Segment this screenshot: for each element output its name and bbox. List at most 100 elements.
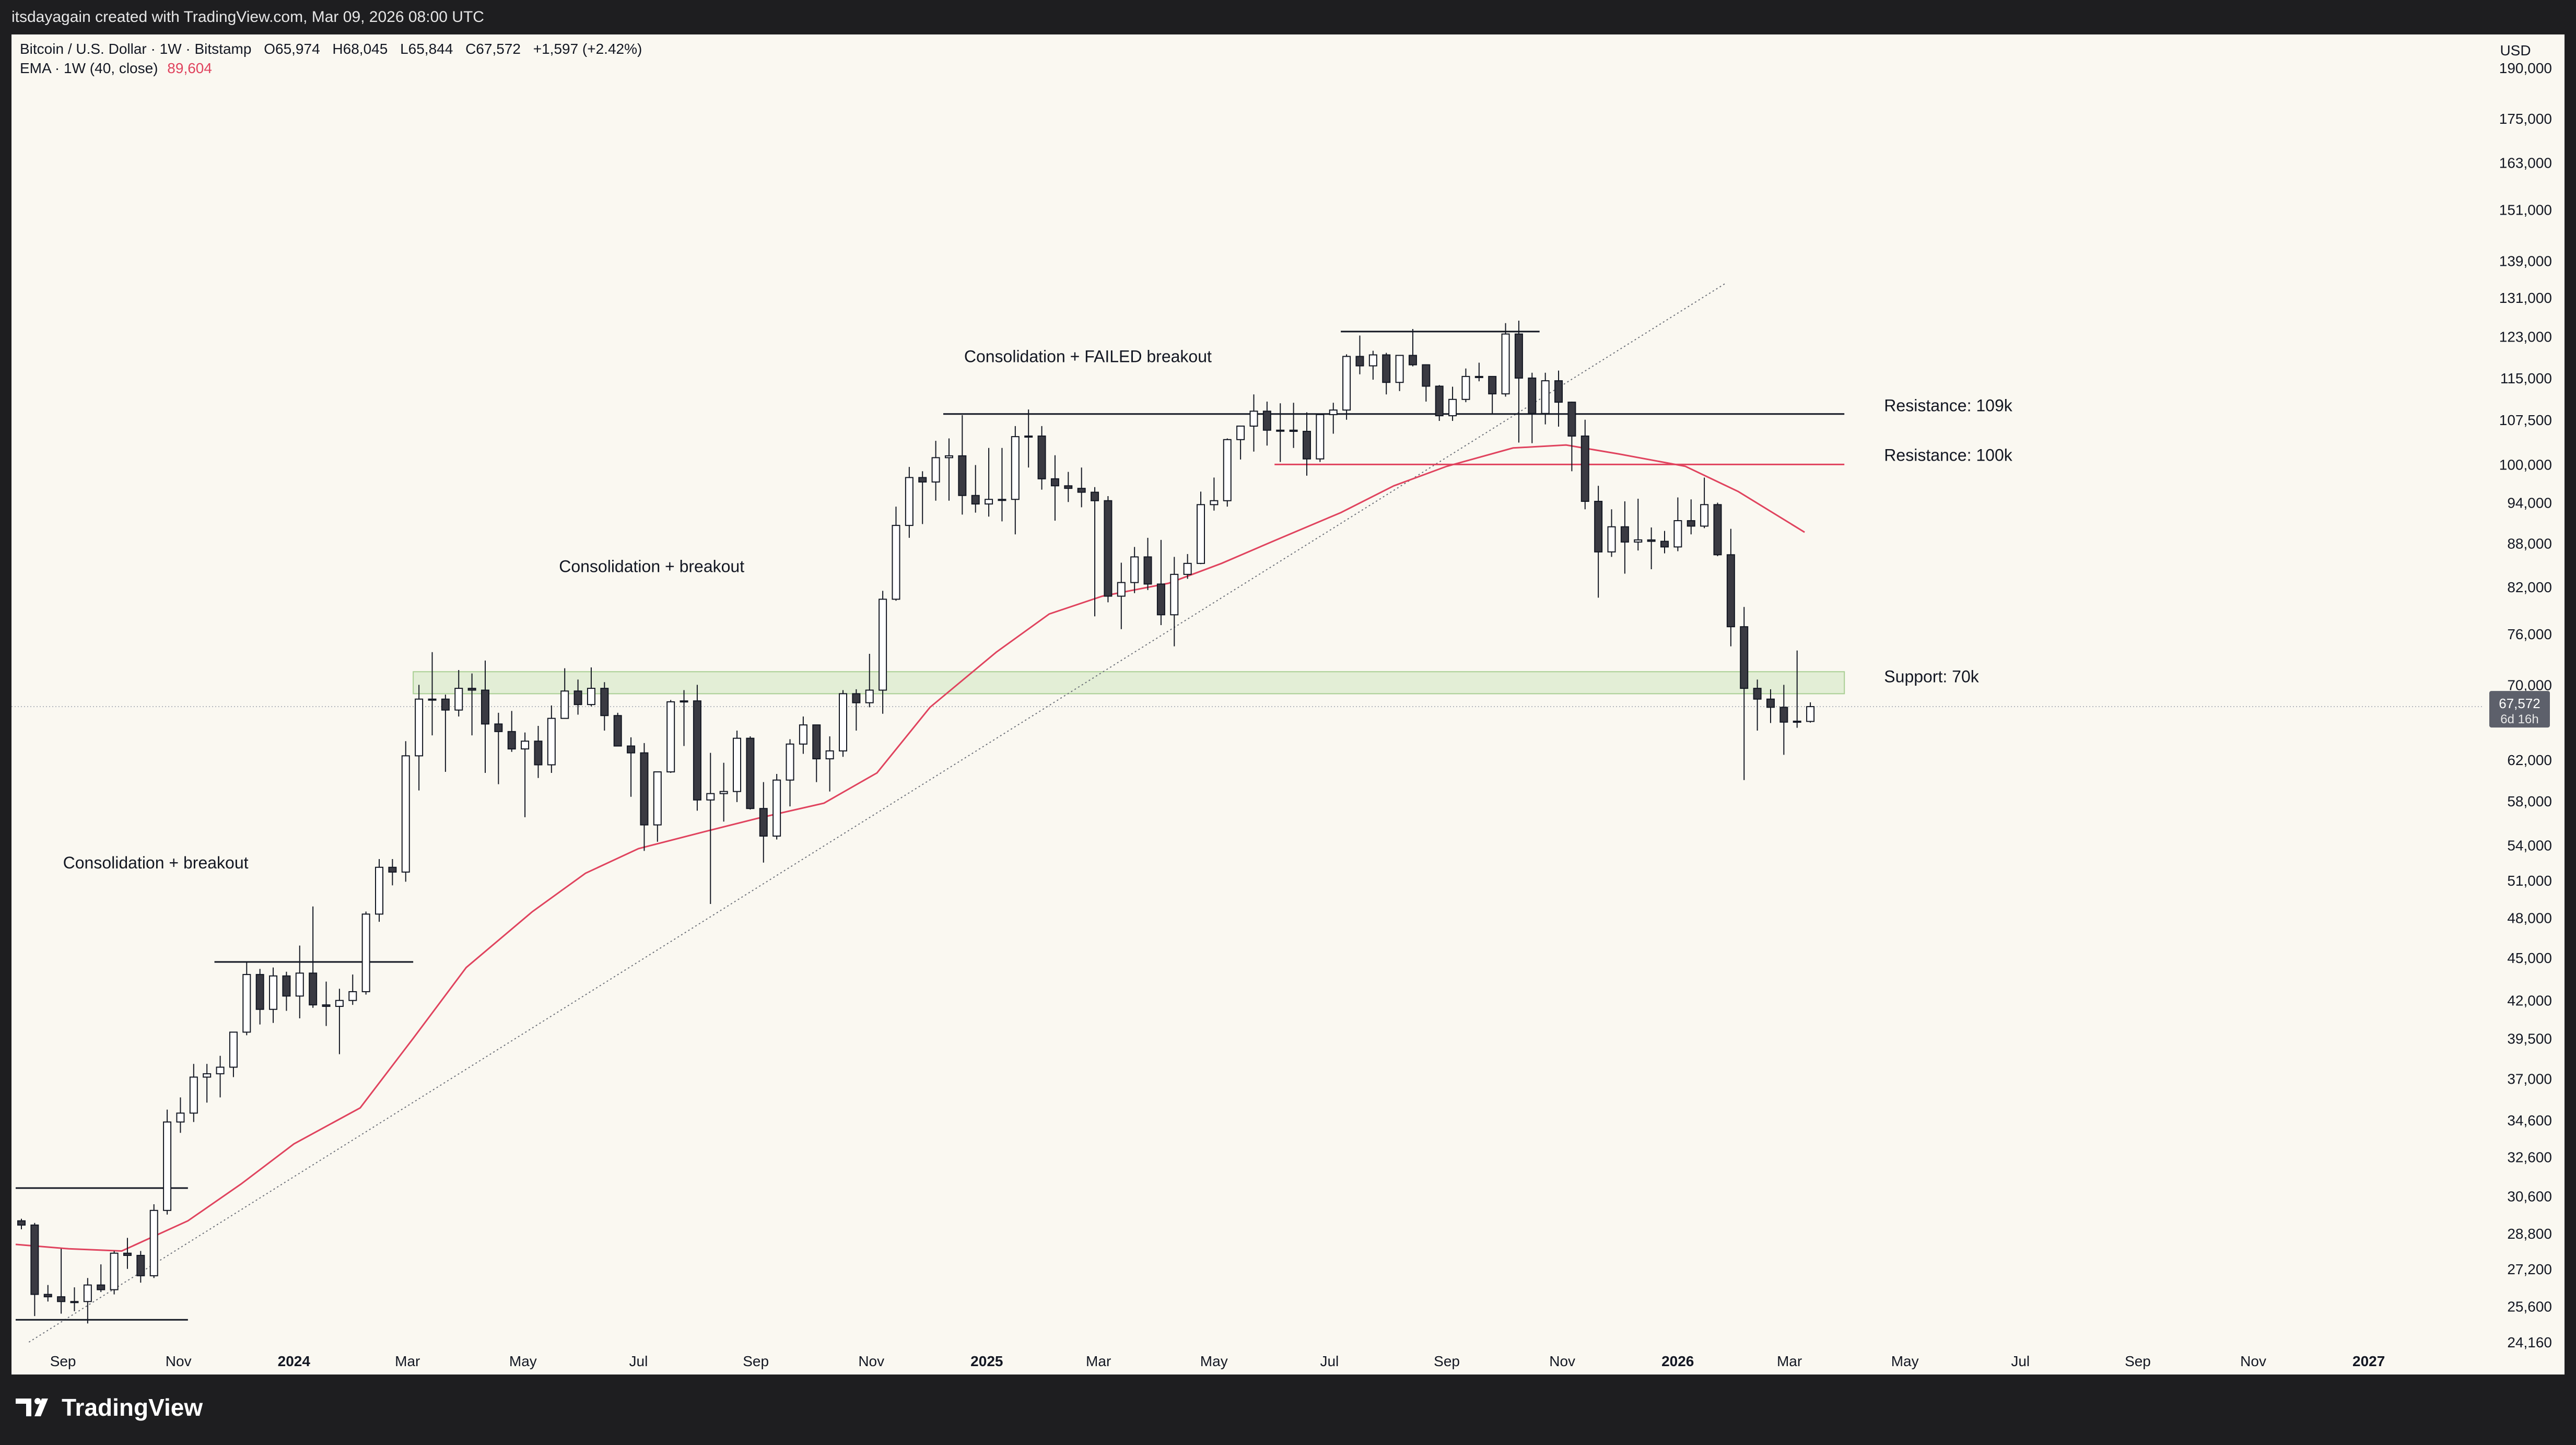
y-tick-label: 139,000 bbox=[2499, 253, 2552, 269]
x-tick-label: 2027 bbox=[2352, 1353, 2385, 1369]
x-tick-label: 2025 bbox=[970, 1353, 1003, 1369]
candle-body bbox=[1779, 707, 1788, 723]
candle-body bbox=[361, 913, 370, 992]
x-tick-label: Mar bbox=[1777, 1353, 1802, 1369]
ema-label[interactable]: EMA · 1W (40, close) bbox=[20, 60, 158, 76]
candle bbox=[839, 690, 847, 757]
candle-body bbox=[322, 1004, 331, 1007]
y-tick-label: 45,000 bbox=[2507, 950, 2552, 966]
candle-body bbox=[1461, 375, 1470, 400]
candle-body bbox=[1077, 488, 1086, 493]
x-tick-label: 2024 bbox=[278, 1353, 311, 1369]
candle bbox=[361, 911, 370, 995]
candle-body bbox=[573, 690, 582, 706]
candle bbox=[309, 906, 318, 1008]
candle-body bbox=[746, 737, 755, 809]
candle bbox=[733, 731, 742, 802]
candle bbox=[613, 712, 622, 747]
candle-body bbox=[759, 808, 768, 837]
candle bbox=[1210, 477, 1219, 511]
candle-body bbox=[494, 723, 503, 732]
candle-body bbox=[1064, 485, 1073, 489]
candle bbox=[428, 652, 437, 736]
candle bbox=[653, 771, 662, 842]
candle bbox=[1580, 419, 1589, 510]
candle bbox=[1488, 375, 1497, 414]
candle-body bbox=[918, 477, 927, 483]
candle-body bbox=[1501, 333, 1510, 395]
candle bbox=[1740, 607, 1749, 780]
candle-body bbox=[640, 752, 649, 826]
candle bbox=[865, 654, 874, 708]
candle-body bbox=[1766, 698, 1775, 708]
candle bbox=[269, 967, 278, 1023]
candle bbox=[1077, 467, 1086, 508]
candle bbox=[521, 732, 530, 817]
candle bbox=[282, 971, 291, 1011]
bottom-bar: TradingView bbox=[0, 1374, 2576, 1445]
y-tick-label: 76,000 bbox=[2507, 626, 2552, 642]
candle bbox=[1726, 528, 1735, 647]
candle bbox=[481, 660, 489, 773]
y-tick-label: 107,500 bbox=[2499, 412, 2552, 428]
y-tick-label: 175,000 bbox=[2499, 111, 2552, 127]
candle bbox=[1448, 386, 1457, 421]
candle-body bbox=[110, 1252, 119, 1290]
plot-area: Consolidation + breakout Consolidation + … bbox=[11, 283, 2482, 1343]
candle-body bbox=[1448, 398, 1457, 417]
candle bbox=[494, 712, 503, 784]
candle bbox=[1766, 689, 1775, 723]
candle-body bbox=[216, 1066, 225, 1075]
candle-body bbox=[1514, 333, 1523, 379]
candle-body bbox=[388, 866, 397, 873]
candle bbox=[1474, 362, 1483, 382]
candle bbox=[772, 773, 781, 840]
candle bbox=[322, 981, 331, 1026]
x-tick-label: Jul bbox=[629, 1353, 648, 1369]
candle bbox=[825, 736, 834, 792]
candle bbox=[640, 743, 649, 851]
candle bbox=[255, 969, 264, 1025]
candle-body bbox=[521, 741, 530, 750]
candle-body bbox=[1104, 500, 1113, 597]
candle-body bbox=[1091, 491, 1099, 501]
candle-body bbox=[1740, 626, 1749, 689]
candle bbox=[149, 1204, 158, 1278]
candle bbox=[401, 741, 410, 882]
annotation-label: Resistance: 100k bbox=[1884, 445, 2012, 464]
candle-body bbox=[1037, 435, 1046, 479]
candle-body bbox=[123, 1252, 132, 1256]
symbol-name[interactable]: Bitcoin / U.S. Dollar · 1W · Bitstamp bbox=[20, 41, 252, 57]
y-tick-label: 39,500 bbox=[2507, 1030, 2552, 1047]
candle-body bbox=[799, 724, 807, 745]
candle bbox=[1236, 425, 1245, 460]
candle-body bbox=[1726, 554, 1735, 628]
annotation-label: Resistance: 109k bbox=[1884, 396, 2012, 415]
candle bbox=[852, 689, 861, 731]
candle-body bbox=[892, 525, 900, 600]
candle bbox=[30, 1223, 39, 1317]
candle-body bbox=[666, 701, 675, 773]
tradingview-brand[interactable]: TradingView bbox=[14, 1393, 203, 1421]
y-tick-label: 48,000 bbox=[2507, 910, 2552, 926]
candle-body bbox=[189, 1076, 198, 1114]
candle-body bbox=[17, 1220, 26, 1226]
candle-body bbox=[944, 455, 953, 459]
candle-body bbox=[1793, 720, 1801, 723]
candle-body bbox=[428, 698, 437, 701]
candle-body bbox=[1567, 402, 1576, 437]
x-tick-label: Nov bbox=[858, 1353, 884, 1369]
candle bbox=[110, 1251, 119, 1295]
y-tick-label: 24,160 bbox=[2507, 1334, 2552, 1350]
candle bbox=[1355, 335, 1364, 374]
candle-body bbox=[627, 745, 636, 754]
annotation-label: Consolidation + breakout bbox=[559, 557, 744, 576]
candle-body bbox=[1183, 562, 1192, 575]
low-value: L65,844 bbox=[400, 41, 453, 57]
candle bbox=[1687, 499, 1695, 535]
candle bbox=[1554, 370, 1563, 427]
candle-body bbox=[1117, 582, 1126, 597]
candle-body bbox=[958, 455, 967, 496]
chart-panel[interactable] bbox=[11, 34, 2565, 1374]
symbol-legend: Bitcoin / U.S. Dollar · 1W · Bitstamp O6… bbox=[20, 41, 642, 57]
